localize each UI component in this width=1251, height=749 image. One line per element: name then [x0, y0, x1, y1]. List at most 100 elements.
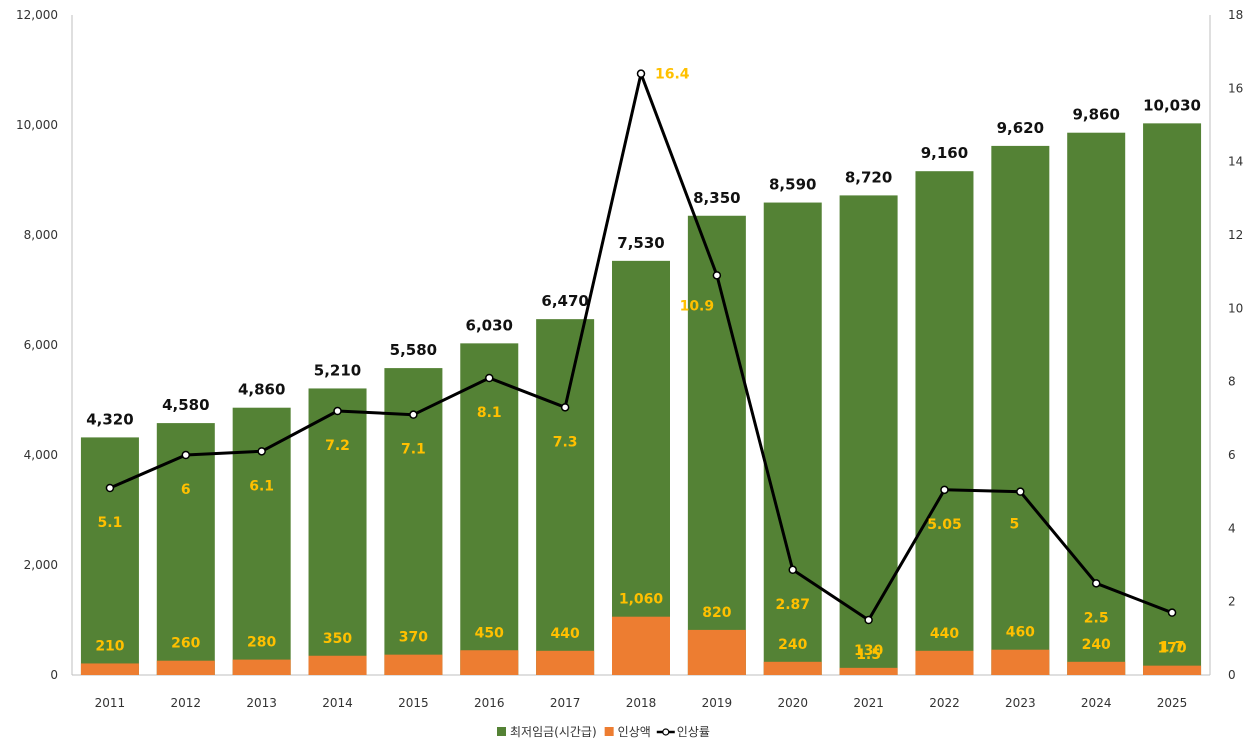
wage-value-label: 9,160 [921, 144, 968, 162]
wage-bar [687, 215, 746, 675]
wage-bar [1067, 132, 1126, 675]
rate-value-label: 2.87 [775, 597, 810, 613]
x-tick-label: 2025 [1157, 696, 1188, 710]
rate-value-label: 5 [1009, 517, 1019, 533]
increase-value-label: 1,060 [619, 592, 664, 608]
rate-point [333, 406, 342, 416]
right-y-tick-label: 4 [1228, 521, 1236, 535]
increase-value-label: 350 [323, 631, 352, 647]
data-labels-group: 4,320 4,580 4,860 5,210 5,580 6,030 6,470 7,530… [86, 67, 1201, 663]
increase-value-label: 440 [551, 626, 580, 642]
x-tick-label: 2022 [929, 696, 960, 710]
increase-bar [1143, 665, 1202, 675]
legend-label-increase: 인상액 [618, 725, 651, 739]
wage-value-label: 9,620 [997, 119, 1044, 137]
wage-value-label: 9,860 [1072, 106, 1119, 124]
increase-bar [915, 650, 974, 675]
wage-bar [612, 260, 670, 675]
increase-value-label: 240 [778, 637, 807, 653]
wage-value-label: 8,590 [769, 176, 816, 194]
wage-bar [839, 195, 898, 675]
left-y-tick-label: 6,000 [24, 338, 58, 352]
wage-bar [763, 202, 822, 676]
wage-value-label: 4,860 [238, 381, 285, 399]
increase-value-label: 170 [1157, 641, 1186, 657]
wage-bar [991, 145, 1050, 675]
rate-point [105, 483, 115, 493]
left-y-tick-label: 4,000 [24, 448, 58, 462]
bars-group [80, 123, 1202, 676]
increase-bar [1067, 661, 1126, 675]
x-tick-label: 2024 [1081, 696, 1112, 710]
rate-point [864, 615, 873, 625]
x-tick-label: 2013 [246, 696, 277, 710]
legend-swatch-increase [604, 727, 614, 736]
rate-point [409, 410, 418, 419]
left-y-tick-label: 0 [50, 668, 58, 682]
rate-point [257, 447, 266, 456]
x-tick-label: 2019 [702, 696, 733, 710]
wage-bar [156, 423, 215, 675]
x-tick-label: 2015 [398, 696, 429, 710]
increase-bar [460, 650, 519, 675]
wage-bar [1143, 123, 1202, 676]
x-tick-label: 2023 [1005, 696, 1036, 710]
rate-point [712, 271, 722, 280]
left-y-tick-label: 12,000 [16, 8, 58, 22]
x-tick-label: 2018 [626, 696, 657, 710]
right-y-tick-label: 10 [1228, 301, 1243, 315]
increase-value-label: 460 [1006, 625, 1035, 641]
wage-bar [536, 319, 595, 675]
wage-bar [460, 343, 519, 675]
increase-value-label: 820 [702, 605, 731, 621]
increase-bar [763, 661, 822, 675]
wage-bar [915, 171, 974, 675]
rate-point [560, 403, 570, 412]
legend-label-rate: 인상률 [677, 725, 710, 739]
right-y-tick-label: 12 [1228, 228, 1243, 242]
rate-value-label: 8.1 [477, 405, 502, 421]
left-y-tick-label: 8,000 [24, 228, 58, 242]
increase-value-label: 280 [247, 635, 276, 651]
rate-value-label: 10.9 [680, 298, 715, 314]
wage-bar [384, 368, 443, 675]
rate-value-label: 7.3 [553, 434, 578, 450]
wage-value-label: 6,470 [541, 292, 588, 310]
x-tick-label: 2014 [322, 696, 353, 710]
rate-point [636, 69, 646, 78]
increase-bar [612, 616, 670, 675]
right-y-tick-label: 16 [1228, 81, 1243, 95]
wage-value-label: 5,210 [314, 361, 361, 379]
increase-bar [232, 659, 291, 675]
x-tick-label: 2016 [474, 696, 505, 710]
right-y-tick-label: 0 [1228, 668, 1236, 682]
wage-value-label: 8,720 [845, 168, 892, 186]
wage-value-label: 7,530 [617, 234, 664, 252]
rate-point [1091, 579, 1101, 588]
rate-value-label: 6 [181, 482, 191, 498]
rate-value-label: 1.7 [1160, 640, 1185, 656]
increase-value-label: 260 [171, 636, 200, 652]
increase-bar [839, 667, 898, 675]
increase-bar [536, 650, 595, 675]
increase-bar [384, 654, 443, 675]
rate-value-label: 5.05 [927, 517, 962, 533]
wage-value-label: 8,350 [693, 189, 740, 207]
wage-value-label: 10,030 [1143, 96, 1201, 114]
wage-value-label: 5,580 [390, 341, 437, 359]
rate-point [1016, 487, 1025, 496]
increase-bar [991, 649, 1050, 675]
left-y-tick-label: 2,000 [24, 558, 58, 572]
rate-value-label: 1.5 [856, 647, 881, 663]
rate-value-label: 7.1 [401, 442, 426, 458]
wage-bar [308, 388, 367, 675]
wage-value-label: 4,320 [86, 410, 133, 428]
wage-bar [80, 437, 139, 675]
rate-value-label: 7.2 [325, 438, 350, 454]
increase-value-label: 440 [930, 626, 959, 642]
wage-value-label: 6,030 [466, 316, 513, 334]
legend-swatch-wage [497, 727, 506, 736]
rate-value-label: 16.4 [655, 67, 690, 83]
